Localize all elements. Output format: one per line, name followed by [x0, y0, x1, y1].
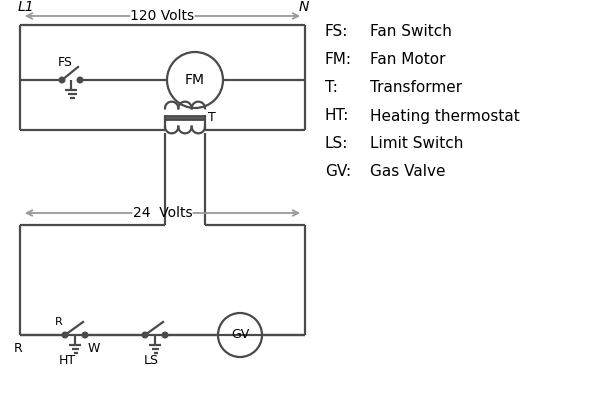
- Text: FS: FS: [58, 56, 73, 68]
- Text: T: T: [208, 111, 216, 124]
- Text: R: R: [14, 342, 22, 356]
- Text: FM:: FM:: [325, 52, 352, 68]
- Text: LS: LS: [143, 354, 159, 368]
- Circle shape: [162, 332, 168, 338]
- Text: GV: GV: [231, 328, 249, 342]
- Text: FM: FM: [185, 73, 205, 87]
- Circle shape: [142, 332, 148, 338]
- Text: 120 Volts: 120 Volts: [130, 9, 195, 23]
- Text: W: W: [88, 342, 100, 356]
- Text: LS:: LS:: [325, 136, 348, 152]
- Text: HT: HT: [58, 354, 76, 368]
- Text: Gas Valve: Gas Valve: [370, 164, 445, 180]
- Circle shape: [62, 332, 68, 338]
- Text: Heating thermostat: Heating thermostat: [370, 108, 520, 124]
- Text: Fan Motor: Fan Motor: [370, 52, 445, 68]
- Text: HT:: HT:: [325, 108, 349, 124]
- Text: 24  Volts: 24 Volts: [133, 206, 192, 220]
- Text: GV:: GV:: [325, 164, 351, 180]
- Text: R: R: [55, 317, 63, 327]
- Text: L1: L1: [18, 0, 35, 14]
- Text: T:: T:: [325, 80, 338, 96]
- Circle shape: [82, 332, 88, 338]
- Circle shape: [59, 77, 65, 83]
- Text: Fan Switch: Fan Switch: [370, 24, 452, 40]
- Circle shape: [77, 77, 83, 83]
- Text: N: N: [299, 0, 309, 14]
- Text: FS:: FS:: [325, 24, 348, 40]
- Text: Limit Switch: Limit Switch: [370, 136, 463, 152]
- Text: Transformer: Transformer: [370, 80, 462, 96]
